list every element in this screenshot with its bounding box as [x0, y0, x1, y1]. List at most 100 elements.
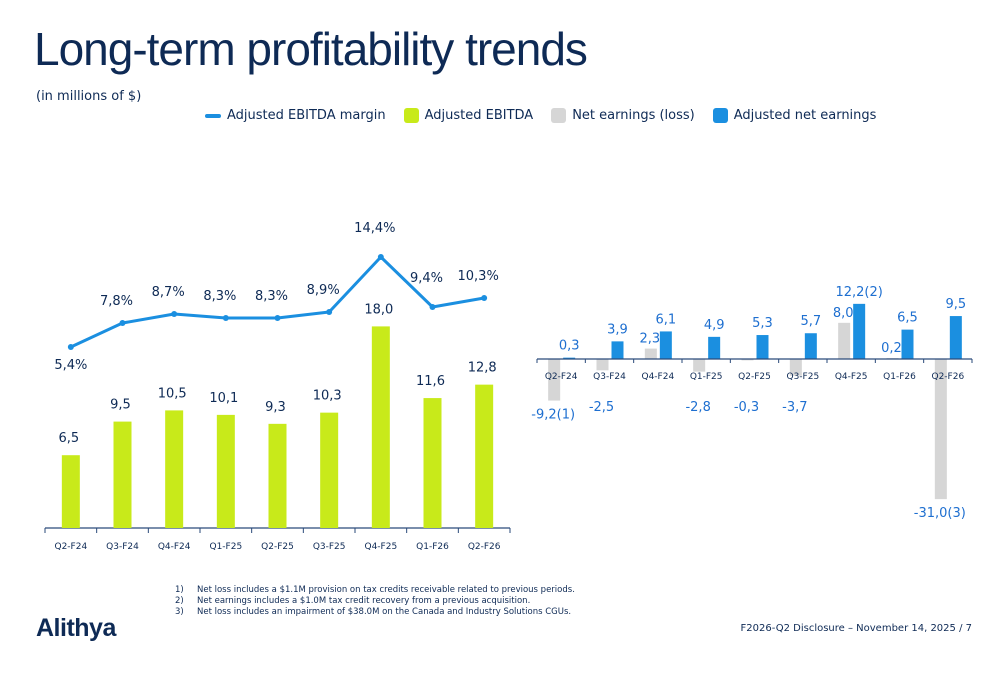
net-earnings-label: 2,3 — [639, 332, 660, 347]
net-earnings-label: -3,7 — [782, 400, 807, 415]
footnote: 1) Net loss includes a $1.1M provision on… — [175, 585, 575, 595]
margin-label: 14,4% — [354, 221, 395, 236]
adjusted-net-bar — [756, 335, 769, 359]
ebitda-bar — [475, 384, 494, 528]
x-tick-label: Q1-F25 — [690, 372, 723, 382]
margin-point — [326, 309, 333, 315]
margin-point — [377, 254, 384, 260]
adjusted-net-bar — [611, 341, 624, 359]
net-earnings-label: -31,0(3) — [914, 506, 966, 521]
margin-label: 8,3% — [255, 289, 288, 304]
net-earnings-label: -2,5 — [589, 400, 614, 415]
legend-item-adjusted-net: Adjusted net earnings — [712, 108, 877, 123]
net-earnings-bar — [838, 322, 851, 359]
x-tick-label: Q1-F26 — [416, 542, 449, 552]
alithya-logo: Alithya — [36, 614, 116, 642]
ebitda-label: 10,5 — [158, 386, 187, 401]
ebitda-label: 18,0 — [364, 302, 393, 317]
margin-point — [67, 344, 74, 350]
adjusted-net-label: 6,1 — [655, 312, 676, 327]
margin-label: 8,3% — [203, 289, 236, 304]
footnote: 3) Net loss includes an impairment of $38… — [175, 607, 572, 617]
margin-point — [171, 311, 178, 317]
net-earnings-label: -0,3 — [734, 400, 759, 415]
net-earnings-label: 0,2 — [881, 341, 902, 356]
x-tick-label: Q3-F24 — [593, 372, 626, 382]
x-tick-label: Q3-F25 — [786, 372, 819, 382]
net-earnings-bar — [789, 359, 802, 376]
adjusted-net-label: 6,5 — [897, 311, 918, 326]
net-earnings-bar — [644, 348, 657, 359]
margin-point — [222, 315, 229, 321]
x-tick-label: Q3-F25 — [313, 542, 346, 552]
net-earnings-bar — [548, 359, 561, 401]
adjusted-net-label: 4,9 — [704, 318, 725, 333]
x-tick-label: Q3-F24 — [106, 542, 139, 552]
margin-label: 8,7% — [152, 285, 185, 300]
net-earnings-label: -9,2(1) — [531, 408, 575, 423]
ebitda-bar — [61, 455, 80, 528]
adjusted-net-label: 0,3 — [559, 339, 580, 354]
adjusted-net-label: 12,2(2) — [835, 285, 882, 300]
ebitda-label: 10,3 — [313, 389, 342, 404]
x-tick-label: Q1-F25 — [209, 542, 242, 552]
ebitda-bar — [371, 326, 390, 528]
adjusted-net-bar — [949, 316, 962, 359]
margin-label: 10,3% — [458, 269, 499, 284]
adjusted-net-label: 5,7 — [800, 314, 821, 329]
margin-point — [274, 315, 281, 321]
legend-item-ebitda: Adjusted EBITDA — [403, 108, 534, 123]
legend-label: Adjusted EBITDA — [424, 108, 534, 123]
legend-swatch — [551, 108, 567, 123]
x-tick-label: Q2-F24 — [545, 372, 578, 382]
legend-swatch — [403, 108, 419, 123]
ebitda-bar — [320, 412, 339, 528]
ebitda-bar — [113, 421, 132, 528]
net-earnings-bar — [693, 359, 706, 372]
adjusted-net-bar — [708, 336, 721, 359]
adjusted-net-label: 5,3 — [752, 316, 773, 331]
ebitda-bar — [423, 398, 442, 528]
margin-point — [119, 320, 126, 326]
x-tick-label: Q2-F26 — [468, 542, 501, 552]
legend-label: Adjusted net earnings — [733, 108, 877, 123]
adjusted-net-bar — [901, 329, 914, 359]
adjusted-net-label: 3,9 — [607, 322, 628, 337]
adjusted-net-bar — [804, 333, 817, 359]
ebitda-bar — [268, 423, 287, 528]
x-tick-label: Q4-F25 — [364, 542, 397, 552]
net-earnings-bar — [741, 359, 754, 361]
margin-point — [481, 295, 488, 301]
margin-label: 7,8% — [100, 294, 133, 309]
legend-item-net-earnings: Net earnings (loss) — [551, 108, 695, 123]
x-tick-label: Q2-F25 — [738, 372, 771, 382]
ebitda-label: 12,8 — [468, 361, 497, 376]
adjusted-net-label: 9,5 — [945, 297, 966, 312]
x-tick-label: Q2-F24 — [54, 542, 87, 552]
footer: F2026-Q2 Disclosure – November 14, 2025 … — [740, 623, 972, 634]
margin-point — [429, 304, 436, 310]
ebitda-label: 10,1 — [209, 391, 238, 406]
legend-swatch — [205, 113, 221, 118]
adjusted-net-bar — [853, 303, 866, 359]
ebitda-label: 11,6 — [416, 374, 445, 389]
legend: Adjusted EBITDA margin Adjusted EBITDA N… — [205, 108, 876, 123]
legend-swatch — [712, 108, 728, 123]
footnote: 2) Net earnings includes a $1.0M tax cred… — [175, 596, 531, 606]
adjusted-net-bar — [563, 357, 576, 359]
ebitda-bar — [216, 414, 235, 528]
x-tick-label: Q2-F26 — [931, 372, 964, 382]
net-earnings-bar — [596, 359, 609, 371]
ebitda-label: 9,5 — [110, 398, 131, 413]
net-earnings-label: -2,8 — [685, 400, 710, 415]
ebitda-bar — [165, 410, 184, 528]
x-tick-label: Q4-F25 — [835, 372, 868, 382]
ebitda-label: 9,3 — [265, 400, 286, 415]
subtitle: (in millions of $) — [36, 89, 142, 104]
adjusted-net-bar — [659, 331, 672, 359]
legend-label: Adjusted EBITDA margin — [227, 108, 386, 123]
net-earnings-label: 8,0 — [833, 306, 854, 321]
net-earnings-bar — [934, 359, 947, 500]
